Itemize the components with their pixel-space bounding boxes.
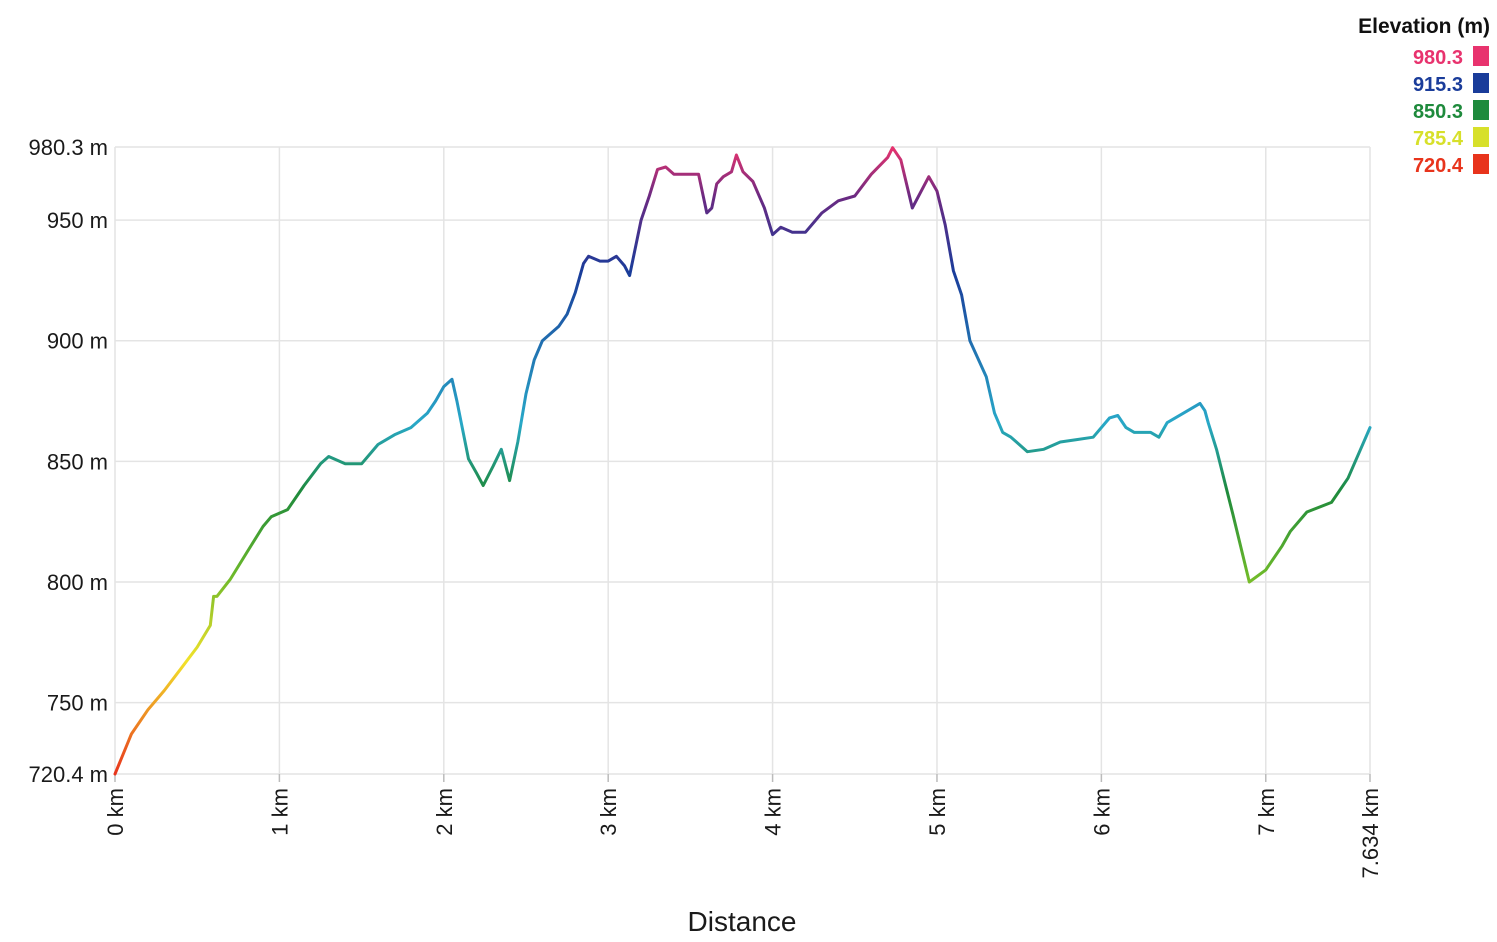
legend-swatch [1473,46,1489,66]
x-tick-label: 3 km [596,788,621,836]
x-axis-title: Distance [688,906,797,937]
elevation-line [113,146,1372,776]
x-tick-label: 7 km [1254,788,1279,836]
x-tick-label: 7.634 km [1358,788,1383,879]
y-tick-label: 720.4 m [29,762,109,787]
legend-label: 980.3 [1413,47,1463,69]
legend-swatch [1473,127,1489,147]
legend-swatch [1473,73,1489,93]
legend-label: 720.4 [1413,155,1464,177]
legend-label: 915.3 [1413,74,1463,96]
x-tick-label: 5 km [925,788,950,836]
x-tick-label: 0 km [103,788,128,836]
x-tick-label: 2 km [432,788,457,836]
legend-title: Elevation (m) [1358,15,1490,38]
x-tick-label: 4 km [761,788,786,836]
legend: Elevation (m) 980.3 915.3 850.3 785.4 720.4 [1358,15,1490,177]
legend-swatch [1473,100,1489,120]
y-tick-label: 950 m [47,208,108,233]
gridlines [114,146,1371,775]
legend-label: 850.3 [1413,101,1463,123]
y-tick-label: 900 m [47,329,108,354]
y-tick-label: 750 m [47,691,108,716]
x-tick-label: 1 km [267,788,292,836]
y-tick-label: 980.3 m [29,135,109,160]
legend-label: 785.4 [1413,128,1464,150]
x-axis: 0 km 1 km 2 km 3 km 4 km 5 km 6 km 7 km 7.634 km [103,774,1383,879]
y-axis: 720.4 m 750 m 800 m 850 m 900 m 950 m 980.3 m [29,135,109,787]
legend-swatch [1473,154,1489,174]
x-tick-label: 6 km [1089,788,1114,836]
y-tick-label: 850 m [47,449,108,474]
y-tick-label: 800 m [47,570,108,595]
